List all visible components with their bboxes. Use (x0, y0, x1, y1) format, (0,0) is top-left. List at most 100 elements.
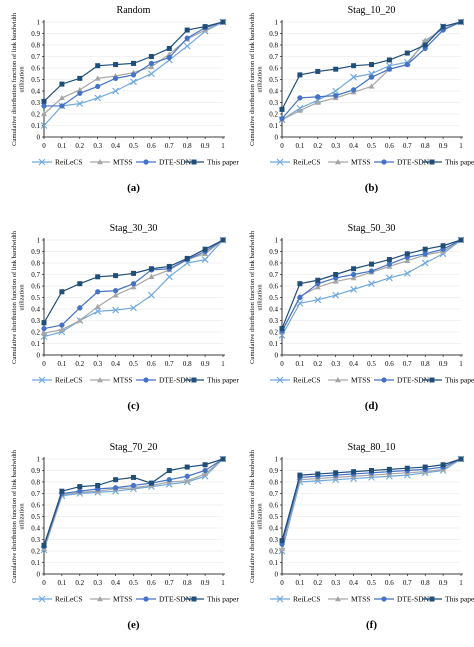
x-tick-label: 0 (280, 360, 284, 368)
x-tick-label: 0.7 (165, 360, 174, 368)
x-tick-label: 0.3 (331, 360, 340, 368)
marker-stroke (276, 158, 284, 166)
legend-item-dte-sdn: DTE-SDN (136, 158, 192, 167)
legend-label: MTSS (113, 595, 133, 604)
data-point (131, 474, 136, 480)
marker-stroke (368, 280, 375, 288)
x-tick-label: 0.7 (165, 579, 174, 587)
x-tick-label: 0.4 (349, 142, 358, 150)
series-this-paper (279, 237, 464, 332)
data-point (94, 75, 101, 81)
x-tick-label: 0.3 (331, 579, 340, 587)
y-axis-label-line: Cumulative distribution function of link… (249, 12, 256, 146)
legend-label: DTE-SDN (159, 595, 192, 604)
legend-item-this-paper: This paper (184, 158, 239, 167)
legend-item-dte-sdn: DTE-SDN (374, 158, 430, 167)
data-point (95, 274, 101, 280)
data-point (41, 111, 47, 117)
legend-item-this-paper: This paper (184, 595, 239, 604)
data-point (297, 95, 303, 101)
data-point (351, 469, 357, 475)
data-point (333, 93, 339, 99)
y-tick-label: 0.1 (269, 340, 278, 348)
x-marker-icon (276, 376, 284, 384)
x-tick-label: 0.8 (183, 579, 192, 587)
x-tick-label: 0.3 (93, 579, 102, 587)
series-line (43, 458, 224, 547)
y-tick-label: 0.8 (269, 478, 278, 486)
data-point (422, 37, 429, 43)
x-tick-label: 0.6 (147, 579, 156, 587)
marker-stroke (421, 259, 429, 267)
data-point (131, 270, 136, 276)
x-tick-label: 0.3 (93, 360, 102, 368)
data-point (59, 289, 65, 295)
data-point (40, 122, 48, 129)
y-tick-label: 0.6 (31, 501, 40, 509)
y-tick-label: 1 (37, 18, 41, 26)
data-point (184, 27, 190, 33)
data-point (59, 488, 65, 494)
legend-item-this-paper: This paper (422, 158, 474, 167)
data-point (202, 24, 208, 30)
data-point (41, 330, 47, 336)
y-axis-label-line: Cumulative distribution function of link… (249, 230, 256, 364)
marker-stroke (94, 307, 102, 315)
y-axis-label-line: Cumulative distribution function of link… (11, 12, 18, 146)
legend-item-mtss: MTSS (90, 595, 133, 604)
series-line (43, 458, 224, 546)
panel-label: (a) (127, 182, 140, 194)
legend: ReiLeCS MTSS DTE-SDN This paper (32, 158, 239, 167)
marker-stroke (276, 595, 284, 603)
data-point (41, 103, 47, 109)
series-this-paper (279, 19, 464, 112)
chart-title: Stag_10_20 (348, 5, 396, 16)
data-point (77, 488, 83, 494)
legend-label: This paper (445, 595, 474, 604)
y-tick-label: 0.7 (269, 490, 278, 498)
legend-label: This paper (207, 158, 239, 167)
x-tick-label: 0.9 (439, 579, 448, 587)
data-point (332, 278, 339, 284)
series-line (281, 21, 462, 121)
data-point (350, 274, 357, 281)
circle-marker-icon (381, 377, 387, 383)
data-point (41, 98, 47, 104)
x-tick-label: 1 (221, 579, 225, 587)
data-point (279, 326, 285, 332)
y-axis-label-line: Cumulative distribution function of link… (11, 449, 18, 583)
legend-item-this-paper: This paper (422, 376, 474, 385)
y-axis-label: Cumulative distribution function of link… (249, 12, 264, 146)
legend-item-dte-sdn: DTE-SDN (374, 595, 430, 604)
legend-label: This paper (445, 158, 474, 167)
legend-label: ReiLeCS (55, 595, 83, 604)
series-this-paper (279, 456, 464, 544)
series-dte-sdn (279, 237, 464, 334)
legend-item-reilecs: ReiLeCS (32, 158, 83, 167)
legend-label: MTSS (351, 376, 371, 385)
chart-panel-6: Stag_80_10 0 0.1 0.2 0.3 0.4 0.5 0.6 0.7 0.8 0.9 1 0… (249, 442, 474, 631)
data-point (297, 472, 303, 478)
data-point (403, 269, 411, 277)
marker-stroke (130, 304, 137, 312)
marker-stroke (296, 299, 304, 307)
data-point (368, 83, 375, 89)
series-line (281, 21, 462, 121)
y-tick-label: 0.6 (31, 64, 40, 72)
data-point (58, 94, 65, 101)
marker-stroke (112, 87, 119, 95)
data-point (386, 274, 393, 282)
data-point (440, 243, 446, 249)
y-tick-label: 0.3 (269, 536, 278, 544)
x-tick-label: 0.4 (111, 579, 120, 587)
square-marker-icon (429, 596, 435, 602)
panel-label: (b) (365, 182, 379, 194)
data-point (95, 83, 101, 89)
x-tick-label: 0 (280, 579, 284, 587)
data-point (386, 261, 392, 267)
legend-label: This paper (445, 376, 474, 385)
data-point (351, 271, 357, 278)
data-point (315, 277, 321, 283)
data-point (148, 54, 154, 59)
marker-stroke (403, 269, 411, 277)
